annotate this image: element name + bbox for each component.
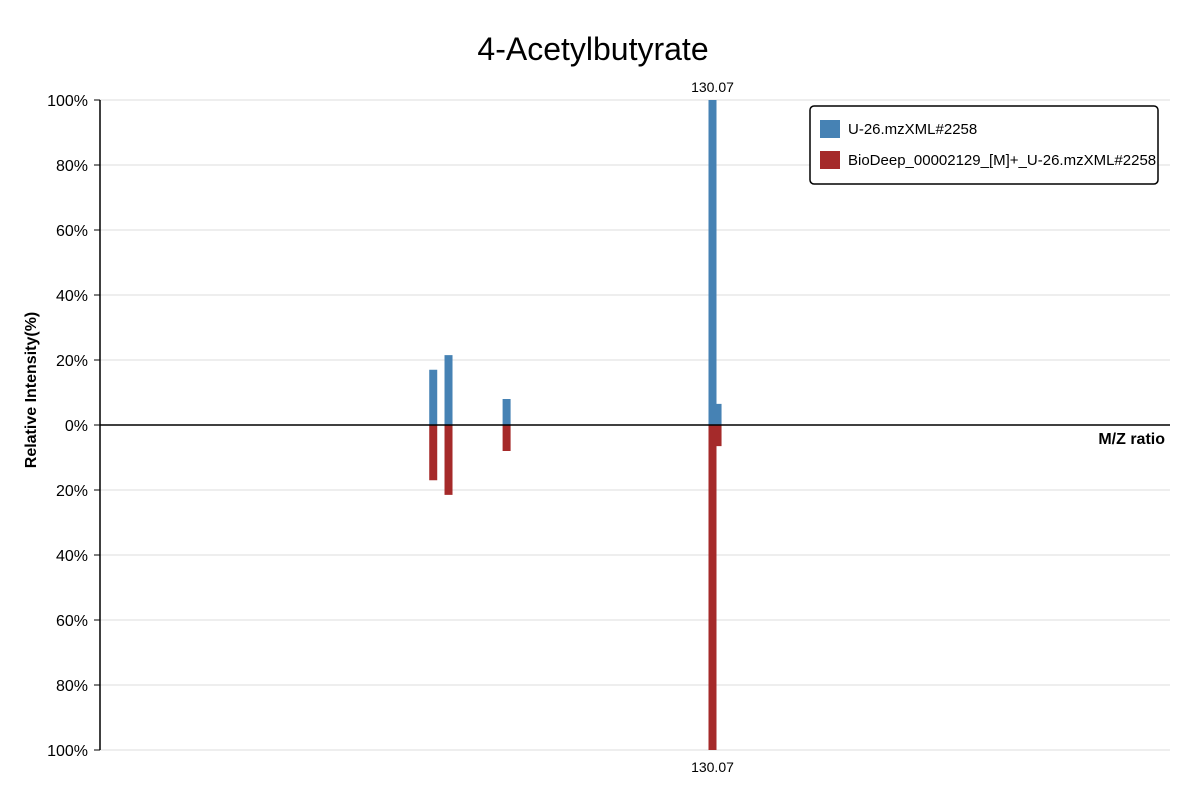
y-tick-label: 80% [56, 678, 88, 695]
y-tick-label: 40% [56, 288, 88, 305]
peak-bar-series-1 [502, 399, 511, 425]
y-tick-label: 20% [56, 353, 88, 370]
y-tick-label: 40% [56, 548, 88, 565]
peak-bar-series-2 [708, 425, 717, 750]
peak-bar-series-1 [444, 355, 453, 425]
legend-swatch-series-1 [820, 120, 840, 138]
legend-label-series-2: BioDeep_00002129_[M]+_U-26.mzXML#2258 [848, 152, 1156, 169]
y-tick-label: 60% [56, 613, 88, 630]
peak-bar-series-2 [502, 425, 511, 451]
y-tick-label: 80% [56, 158, 88, 175]
peak-annotations: 130.07 130.07 [691, 79, 734, 775]
chart-title: 4-Acetylbutyrate [477, 31, 708, 67]
y-axis-ticks: 100% 80% 60% 40% 20% 0% 20% 40% 60% 80% 100% [47, 93, 100, 760]
legend-label-series-1: U-26.mzXML#2258 [848, 121, 977, 138]
y-axis-label: Relative Intensity(%) [23, 312, 40, 468]
peak-bar-series-1 [429, 369, 438, 425]
peak-bar-series-2 [429, 425, 438, 481]
peak-bar-series-1 [713, 403, 722, 425]
peak-label: 130.07 [691, 759, 734, 775]
grid-lines [100, 99, 1170, 751]
x-axis-label: M/Z ratio [1098, 431, 1165, 448]
y-tick-label: 100% [47, 743, 88, 760]
y-tick-label: 20% [56, 483, 88, 500]
peak-bar-series-2 [713, 425, 722, 447]
y-tick-label: 0% [65, 418, 88, 435]
peak-bar-series-2 [444, 425, 453, 495]
y-tick-label: 60% [56, 223, 88, 240]
peak-bars [429, 100, 722, 750]
peak-bar-series-1 [708, 100, 717, 425]
peak-label: 130.07 [691, 79, 734, 95]
y-tick-label: 100% [47, 93, 88, 110]
legend: U-26.mzXML#2258 BioDeep_00002129_[M]+_U-… [809, 105, 1159, 185]
legend-box [809, 105, 1159, 185]
legend-swatch-series-2 [820, 151, 840, 169]
